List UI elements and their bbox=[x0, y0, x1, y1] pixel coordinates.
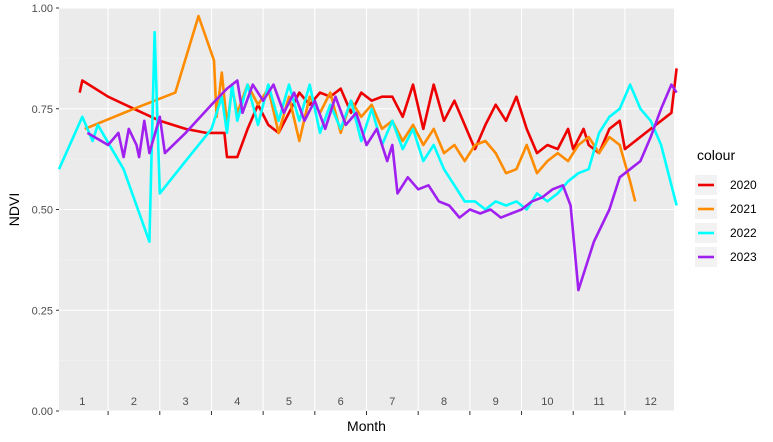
axes: 0.00 0.25 0.50 0.75 1.00 bbox=[32, 3, 626, 418]
month-label: 3 bbox=[183, 396, 189, 408]
month-label: 2 bbox=[131, 396, 137, 408]
month-label: 5 bbox=[286, 396, 292, 408]
month-label: 7 bbox=[389, 396, 395, 408]
series-line-2020 bbox=[78, 68, 678, 159]
legend-label-2021: 2021 bbox=[730, 202, 757, 216]
y-tick-label: 0.75 bbox=[32, 104, 53, 116]
month-label: 4 bbox=[234, 396, 240, 408]
legend-label-2023: 2023 bbox=[730, 250, 757, 264]
y-tick-label: 0.00 bbox=[32, 406, 53, 418]
y-tick-label: 0.25 bbox=[32, 305, 53, 317]
month-label: 12 bbox=[645, 396, 657, 408]
x-axis-title: Month bbox=[347, 418, 386, 434]
legend-label-2022: 2022 bbox=[730, 226, 757, 240]
month-label: 6 bbox=[338, 396, 344, 408]
month-label: 9 bbox=[493, 396, 499, 408]
legend-label-2020: 2020 bbox=[730, 178, 757, 192]
y-tick-label: 0.50 bbox=[32, 205, 53, 217]
month-label: 10 bbox=[541, 396, 553, 408]
month-labels: 1 2 3 4 5 6 7 8 9 10 11 12 bbox=[79, 396, 657, 408]
legend-title: colour bbox=[697, 147, 735, 163]
y-axis-title: NDVI bbox=[6, 193, 22, 226]
month-label: 11 bbox=[593, 396, 604, 408]
series-line-2023 bbox=[86, 79, 678, 292]
grid-lines bbox=[59, 7, 674, 412]
y-tick-label: 1.00 bbox=[32, 3, 53, 15]
month-label: 8 bbox=[441, 396, 447, 408]
month-label: 1 bbox=[79, 396, 85, 408]
series-line-2022 bbox=[57, 30, 678, 243]
series-lines bbox=[57, 14, 678, 292]
legend: colour 2020 2021 2022 2023 bbox=[695, 147, 757, 267]
